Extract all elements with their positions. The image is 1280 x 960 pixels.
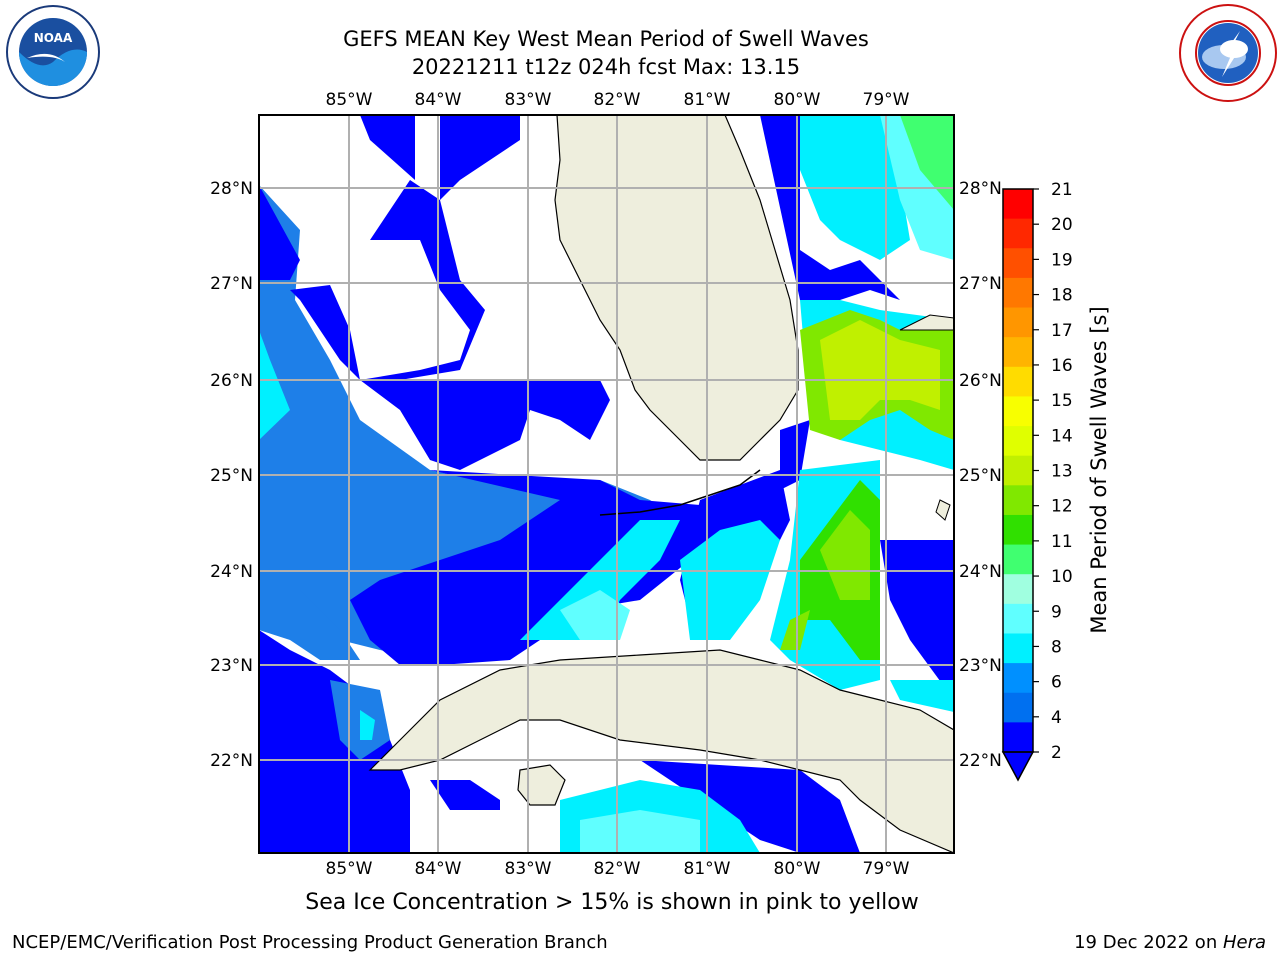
colorbar-tick-label: 8 <box>1051 637 1062 657</box>
colorbar-swatch <box>1003 189 1033 220</box>
colorbar-swatch <box>1003 366 1033 397</box>
colorbar-extend-triangle <box>1001 751 1035 782</box>
lat-label-right: 22°N <box>959 751 1002 771</box>
colorbar-swatch <box>1003 633 1033 664</box>
lon-label-bottom: 79°W <box>863 859 910 879</box>
colorbar-swatch <box>1003 514 1033 546</box>
colorbar-swatch <box>1003 722 1033 753</box>
lat-label-right: 26°N <box>959 371 1002 391</box>
lat-label-right: 24°N <box>959 562 1002 582</box>
gridlines <box>259 115 954 853</box>
colorbar-tick-label: 6 <box>1051 673 1062 693</box>
colorbar-tick-label: 4 <box>1051 708 1062 728</box>
colorbar-swatch <box>1003 277 1033 309</box>
lon-label-top: 85°W <box>326 90 373 110</box>
colorbar-swatch <box>1003 455 1033 486</box>
colorbar-swatch <box>1003 603 1033 634</box>
colorbar-swatch <box>1003 574 1033 605</box>
lat-label-right: 23°N <box>959 656 1002 676</box>
lon-label-top: 79°W <box>863 90 910 110</box>
lat-label-left: 25°N <box>210 466 253 486</box>
lon-label-bottom: 83°W <box>505 859 552 879</box>
sea-ice-note: Sea Ice Concentration > 15% is shown in … <box>305 890 919 915</box>
lat-label-left: 22°N <box>210 751 253 771</box>
colorbar-swatch <box>1003 663 1033 694</box>
colorbar: 21 20 19 18 17 16 15 14 13 12 11 10 9 8 6 4 2 <box>1001 180 1073 782</box>
lat-label-left: 27°N <box>210 274 253 294</box>
colorbar-tick-label: 11 <box>1051 532 1073 552</box>
lon-label-bottom: 84°W <box>415 859 462 879</box>
lon-label-bottom: 81°W <box>684 859 731 879</box>
colorbar-tick-label: 14 <box>1051 426 1073 446</box>
colorbar-tick-label: 16 <box>1051 356 1073 376</box>
colorbar-tick-label: 20 <box>1051 215 1073 235</box>
chart-subtitle: 20221211 t12z 024h fcst Max: 13.15 <box>411 55 801 79</box>
colorbar-label: Mean Period of Swell Waves [s] <box>1087 306 1111 633</box>
colorbar-swatch <box>1003 248 1033 279</box>
colorbar-tick-label: 12 <box>1051 497 1073 517</box>
colorbar-tick-label: 13 <box>1051 462 1073 482</box>
footer-host: Hera <box>1222 932 1266 953</box>
lat-label-left: 26°N <box>210 371 253 391</box>
nws-logo <box>1179 4 1277 102</box>
colorbar-tick-label: 19 <box>1051 250 1073 270</box>
map-area <box>259 115 954 853</box>
footer-date-text: 19 Dec 2022 on <box>1074 932 1223 953</box>
footer-branch: NCEP/EMC/Verification Post Processing Pr… <box>12 932 608 953</box>
noaa-logo: NOAA <box>6 5 100 99</box>
lon-label-bottom: 80°W <box>774 859 821 879</box>
colorbar-swatch <box>1003 307 1033 338</box>
colorbar-swatch <box>1003 396 1033 427</box>
map-frame <box>258 114 955 854</box>
lon-label-top: 81°W <box>684 90 731 110</box>
lat-label-right: 28°N <box>959 179 1002 199</box>
lon-label-top: 82°W <box>594 90 641 110</box>
colorbar-tick-label: 10 <box>1051 567 1073 587</box>
chart-title: GEFS MEAN Key West Mean Period of Swell … <box>343 27 869 51</box>
noaa-logo-text: NOAA <box>34 31 73 45</box>
colorbar-tick-label: 18 <box>1051 286 1073 306</box>
lon-label-bottom: 82°W <box>594 859 641 879</box>
lon-label-top: 84°W <box>415 90 462 110</box>
colorbar-tick-label: 2 <box>1051 743 1062 763</box>
colorbar-swatch <box>1003 337 1033 368</box>
footer-date: 19 Dec 2022 on Hera <box>1074 932 1266 953</box>
colorbar-swatch <box>1003 218 1033 249</box>
colorbar-tick-label: 9 <box>1051 602 1062 622</box>
lat-label-right: 25°N <box>959 466 1002 486</box>
lon-label-bottom: 85°W <box>326 859 373 879</box>
lon-label-top: 80°W <box>774 90 821 110</box>
colorbar-tick-label: 21 <box>1051 180 1073 200</box>
colorbar-swatch <box>1003 544 1033 575</box>
lat-label-right: 27°N <box>959 274 1002 294</box>
colorbar-swatch <box>1003 692 1033 723</box>
colorbar-swatch <box>1003 485 1033 516</box>
lat-label-left: 24°N <box>210 562 253 582</box>
lat-label-left: 23°N <box>210 656 253 676</box>
lat-label-left: 28°N <box>210 179 253 199</box>
colorbar-tick-label: 15 <box>1051 391 1073 411</box>
colorbar-swatch <box>1003 426 1033 457</box>
lon-label-top: 83°W <box>505 90 552 110</box>
colorbar-tick-label: 17 <box>1051 321 1073 341</box>
